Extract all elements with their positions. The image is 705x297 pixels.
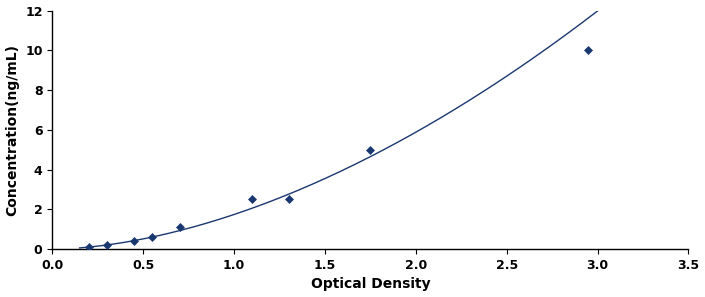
Y-axis label: Concentration(ng/mL): Concentration(ng/mL) <box>6 44 20 216</box>
X-axis label: Optical Density: Optical Density <box>310 277 430 291</box>
